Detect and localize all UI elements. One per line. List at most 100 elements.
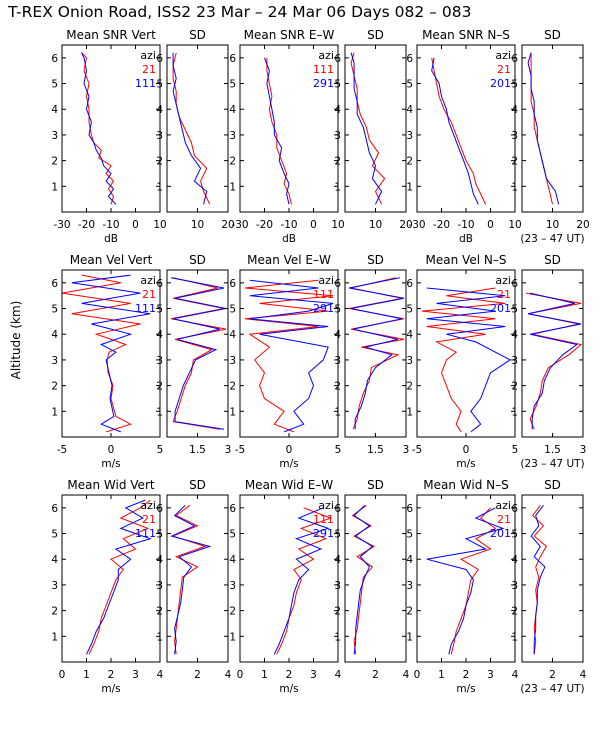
y-tick-label: 6 <box>511 503 518 515</box>
y-tick-label: 6 <box>229 53 236 65</box>
x-tick-label: 3 <box>403 444 410 456</box>
legend-entry-111: 111 <box>313 288 334 301</box>
y-tick-label: 6 <box>156 278 163 290</box>
x-tick-label: 0 <box>59 669 66 681</box>
series-line-21 <box>530 52 553 205</box>
y-tick-label: 1 <box>51 406 58 418</box>
y-tick-label: 4 <box>51 554 58 566</box>
series-line-111 <box>81 52 117 205</box>
y-tick-label: 1 <box>229 406 236 418</box>
y-tick-label: 6 <box>156 503 163 515</box>
panel-title: SD <box>189 478 206 492</box>
x-tick-label: 4 <box>580 669 587 681</box>
plot-frame <box>344 269 407 438</box>
series-line-21 <box>61 274 141 433</box>
legend-entry-201: 201 <box>490 302 511 315</box>
x-tick-label: 1.5 <box>367 444 384 456</box>
series-line-21 <box>431 57 487 205</box>
y-tick-label: 1 <box>334 406 341 418</box>
y-tick-label: 6 <box>406 503 413 515</box>
panel-title: SD <box>367 253 384 267</box>
y-tick-label: 2 <box>51 156 58 168</box>
series-line-21 <box>171 504 207 655</box>
plot-frame <box>166 44 229 213</box>
legend-entry-291: 291 <box>313 302 334 315</box>
legend-entry-111: 111 <box>313 513 334 526</box>
series-line-291 <box>273 507 330 655</box>
y-tick-label: 3 <box>156 130 163 142</box>
x-tick-label: 0 <box>132 219 139 231</box>
x-axis-label: (23 – 47 UT) <box>520 683 584 695</box>
x-tick-label: 10 <box>508 219 521 231</box>
series-line-21 <box>81 52 115 205</box>
plot-frame <box>166 494 229 663</box>
x-tick-label: 4 <box>225 669 232 681</box>
panel-title: SD <box>544 478 561 492</box>
legend-entry-21: 21 <box>497 288 511 301</box>
panel-10: SD 1 2 3 4 5 6 1.5 3 <box>334 253 409 456</box>
x-tick-label: 2 <box>194 669 201 681</box>
y-tick-label: 5 <box>334 304 341 316</box>
x-tick-label: -5 <box>412 444 422 456</box>
legend-entry-201: 201 <box>490 527 511 540</box>
y-tick-label: 6 <box>156 53 163 65</box>
y-tick-label: 2 <box>229 381 236 393</box>
x-axis-label: dB <box>104 233 118 245</box>
panel-title: Mean Wid E–W <box>245 478 333 492</box>
panel-title: Mean Vel Vert <box>70 253 153 267</box>
legend-entry-21: 21 <box>497 513 511 526</box>
x-tick-label: 0 <box>463 444 470 456</box>
series-line-21 <box>532 505 548 655</box>
panel-title: Mean SNR N–S <box>422 28 510 42</box>
x-tick-label: 2 <box>372 669 379 681</box>
x-axis-label: (23 – 47 UT) <box>520 458 584 470</box>
y-tick-label: 4 <box>511 104 518 116</box>
legend-entry-21: 21 <box>142 288 156 301</box>
x-tick-label: -20 <box>256 219 273 231</box>
y-tick-label: 5 <box>156 79 163 91</box>
x-tick-label: 3 <box>487 669 494 681</box>
series-line-111 <box>171 277 227 430</box>
y-tick-label: 3 <box>51 580 58 592</box>
y-tick-label: 4 <box>511 554 518 566</box>
x-tick-label: 1 <box>83 669 90 681</box>
legend-header: azi <box>318 499 334 512</box>
plot-frame <box>166 269 229 438</box>
x-tick-label: 1.5 <box>544 444 561 456</box>
series-line-21 <box>171 277 227 430</box>
panel-title: SD <box>367 28 384 42</box>
y-tick-label: 4 <box>334 329 341 341</box>
y-tick-label: 3 <box>406 580 413 592</box>
panel-title: SD <box>367 478 384 492</box>
panel-title: SD <box>544 253 561 267</box>
y-tick-label: 4 <box>156 329 163 341</box>
y-tick-label: 5 <box>229 304 236 316</box>
y-tick-label: 1 <box>229 631 236 643</box>
x-tick-label: 1 <box>261 669 268 681</box>
y-tick-label: 5 <box>511 529 518 541</box>
x-axis-label: m/s <box>101 458 120 470</box>
legend-entry-291: 291 <box>313 77 334 90</box>
x-tick-label: -30 <box>408 219 425 231</box>
series-line-111 <box>71 274 151 433</box>
x-tick-label: 3 <box>310 669 317 681</box>
y-tick-label: 1 <box>156 631 163 643</box>
y-tick-label: 5 <box>406 529 413 541</box>
y-tick-label: 6 <box>51 53 58 65</box>
x-tick-label: 4 <box>512 669 519 681</box>
x-tick-label: 2 <box>286 669 293 681</box>
legend-entry-111: 111 <box>135 527 156 540</box>
y-tick-label: 4 <box>229 329 236 341</box>
y-tick-label: 1 <box>406 406 413 418</box>
series-line-111 <box>350 52 386 205</box>
x-tick-label: 1.5 <box>189 444 206 456</box>
y-tick-label: 2 <box>229 156 236 168</box>
legend-entry-111: 111 <box>135 302 156 315</box>
x-tick-label: 4 <box>157 669 164 681</box>
x-tick-label: 5 <box>335 444 342 456</box>
y-tick-label: 5 <box>334 529 341 541</box>
